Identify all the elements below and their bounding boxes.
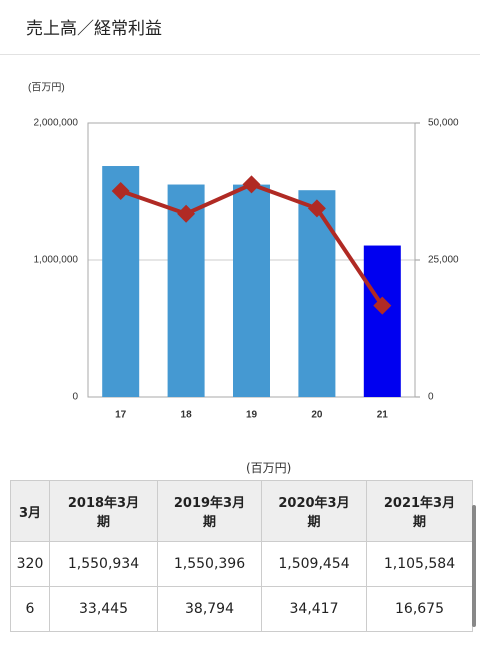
header-cell: 2019年3月期 — [157, 480, 262, 542]
marker — [111, 181, 130, 200]
table-cell: 33,445 — [49, 586, 158, 632]
x-tick-label: 19 — [246, 410, 258, 421]
header-cell: 2021年3月期 — [366, 480, 473, 542]
y-tick-label: 0 — [72, 392, 78, 403]
data-table: 3月 2018年3月期 2019年3月期 2020年3月期 2021年3月期 320 1,… — [10, 480, 473, 632]
y2-tick-label: 0 — [428, 392, 434, 403]
table-cell: 34,417 — [261, 586, 367, 632]
divider — [0, 54, 480, 55]
y-tick-label: 2,000,000 — [34, 118, 79, 129]
marker — [307, 199, 326, 218]
table-row: 320 1,550,934 1,550,396 1,509,454 1,105,584 — [10, 541, 473, 587]
x-tick-label: 21 — [377, 410, 389, 421]
header-cell: 3月 — [10, 480, 50, 542]
table-cell: 38,794 — [157, 586, 262, 632]
x-tick-label: 17 — [115, 410, 127, 421]
chart: (百万円) 0 1,000,000 2,000,000 0 25,000 50,000 17… — [28, 82, 459, 421]
marker — [177, 204, 196, 223]
table-cell: 1,550,396 — [157, 541, 262, 587]
header-cell: 2018年3月期 — [49, 480, 158, 542]
table-cell: 1,550,934 — [49, 541, 158, 587]
scrollbar — [472, 505, 476, 627]
x-tick-label: 20 — [311, 410, 323, 421]
y2-tick-label: 25,000 — [428, 255, 459, 266]
table-cell: 1,509,454 — [261, 541, 367, 587]
header-text: 2020年3月期 — [278, 496, 350, 530]
header-text: 3月 — [18, 505, 42, 521]
table-unit-label: (百万円) — [246, 461, 292, 475]
header-text: 2021年3月期 — [383, 496, 456, 530]
header-text: 2019年3月期 — [173, 496, 246, 530]
table-cell: 320 — [10, 541, 50, 587]
bar — [363, 245, 401, 397]
header-row: 3月 2018年3月期 2019年3月期 2020年3月期 2021年3月期 — [10, 480, 473, 542]
table-cell: 1,105,584 — [366, 541, 473, 587]
bar — [102, 166, 140, 397]
table-row: 6 33,445 38,794 34,417 16,675 — [10, 586, 473, 632]
section-title: 売上高／経常利益 — [26, 19, 162, 39]
header-text: 2018年3月期 — [67, 496, 140, 530]
x-tick-label: 18 — [181, 410, 193, 421]
header-cell: 2020年3月期 — [261, 480, 367, 542]
table-cell: 6 — [10, 586, 50, 632]
y-tick-label: 1,000,000 — [34, 255, 79, 266]
bar — [233, 184, 270, 397]
marker — [242, 175, 261, 194]
marker — [373, 296, 392, 315]
bar — [298, 190, 336, 397]
table-cell: 16,675 — [366, 586, 473, 632]
y-unit-label: (百万円) — [28, 82, 65, 94]
y2-tick-label: 50,000 — [428, 118, 459, 129]
